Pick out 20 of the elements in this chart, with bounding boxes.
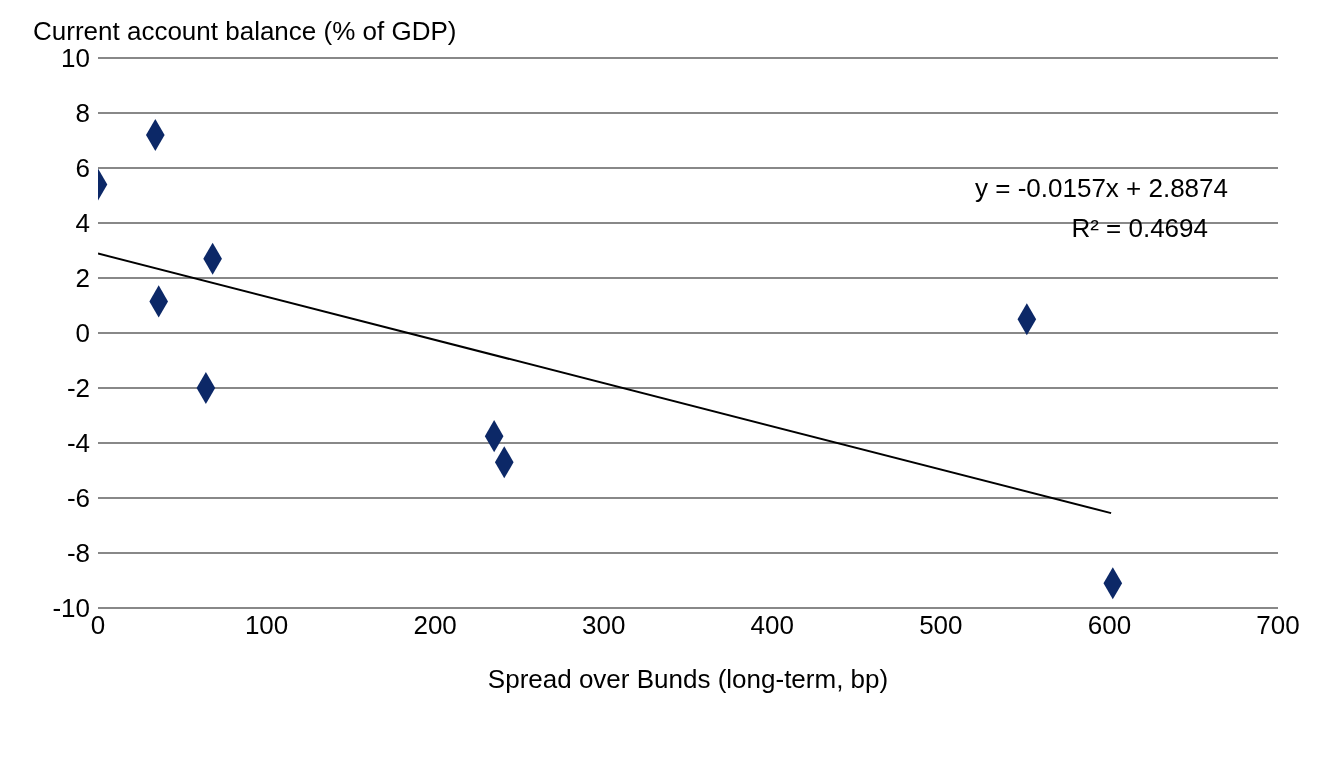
y-tick-label: -6 [66,483,90,514]
y-tick-label: -4 [66,428,90,459]
annotation: y = -0.0157x + 2.8874 [975,173,1228,204]
x-tick-label: 300 [582,610,626,641]
y-tick-label: -8 [66,538,90,569]
x-tick-label: 700 [1256,610,1300,641]
y-tick-label: 8 [75,98,90,129]
y-tick-label: 2 [75,263,90,294]
x-tick-label: 200 [413,610,457,641]
y-tick-label: 4 [75,208,90,239]
y-tick-label: -10 [52,593,90,624]
x-axis-title: Spread over Bunds (long-term, bp) [487,664,889,694]
x-tick-label: 500 [919,610,963,641]
y-tick-label: -2 [66,373,90,404]
x-tick-label: 600 [1087,610,1132,641]
y-tick-label: 6 [75,153,90,184]
x-tick-label: 100 [244,610,289,641]
annotation: R² = 0.4694 [1071,213,1208,244]
y-tick-label: 0 [75,318,90,349]
x-tick-label: 400 [750,610,794,641]
